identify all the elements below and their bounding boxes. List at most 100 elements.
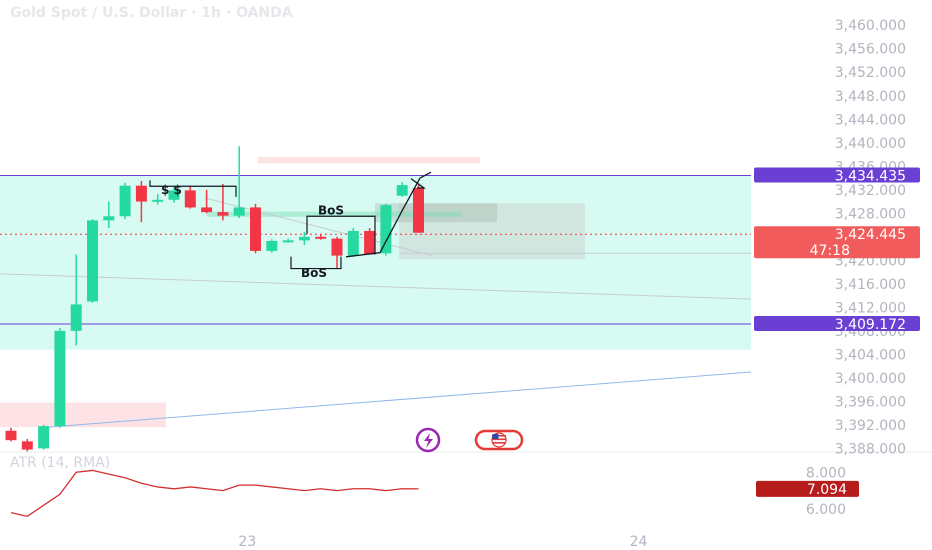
price-tick-label: 3,392.000 (835, 418, 906, 434)
imbalance-box[interactable] (207, 211, 462, 217)
price-tag: 3,434.435 (754, 167, 920, 184)
price-axis: 3,460.000 3,456.000 3,452.000 3,448.000 3,44… (835, 18, 906, 457)
candle-body (54, 330, 66, 427)
candle-body (315, 236, 327, 239)
price-tick-label: 3,396.000 (835, 394, 906, 410)
candle[interactable] (70, 254, 82, 346)
candle[interactable] (315, 234, 327, 240)
bos-marker-upper[interactable] (306, 215, 376, 255)
price-tick-label: 3,452.000 (835, 65, 906, 81)
time-tick-label: 24 (630, 534, 648, 550)
supply-zone-top[interactable] (258, 156, 480, 164)
candle-body (5, 430, 17, 441)
bos-label-lower: BoS (301, 266, 327, 280)
price-tick-label: 3,448.000 (835, 89, 906, 105)
supply-zone-bottom[interactable] (0, 402, 166, 428)
candle[interactable] (331, 236, 343, 269)
price-tick-label: 3,404.000 (835, 347, 906, 363)
candle[interactable] (413, 185, 424, 233)
candle-body (201, 207, 213, 213)
candle-body (396, 185, 408, 196)
price-tick-label: 3,400.000 (835, 371, 906, 387)
price-tick-label: 3,444.000 (835, 112, 906, 128)
candle-body (364, 230, 376, 255)
candle[interactable] (5, 427, 17, 442)
candle-body (184, 190, 196, 208)
candle[interactable] (380, 203, 392, 256)
projection-arrowhead (410, 178, 427, 189)
liquidity-label: $ $ (161, 183, 182, 197)
trendline-rising[interactable] (39, 371, 752, 429)
candle[interactable] (152, 193, 164, 205)
svg-text:47:18: 47:18 (810, 243, 850, 259)
chart-title: Gold Spot / U.S. Dollar · 1h · OANDA (10, 5, 293, 21)
svg-text:3,424.445: 3,424.445 (835, 227, 906, 243)
candle-body (250, 207, 261, 251)
candle-body (217, 212, 229, 216)
price-tick-label: 3,460.000 (835, 18, 906, 34)
candle[interactable] (184, 186, 196, 209)
candle[interactable] (217, 183, 229, 221)
candle-body (103, 216, 115, 221)
candle[interactable] (282, 238, 294, 243)
candle[interactable] (119, 182, 131, 220)
candle[interactable] (266, 239, 278, 253)
candle-body (70, 304, 82, 331)
candle[interactable] (38, 424, 50, 450)
price-tick-label: 3,440.000 (835, 136, 906, 152)
svg-text:7.094: 7.094 (807, 482, 847, 498)
candle[interactable] (21, 439, 33, 452)
bos-label-upper: BoS (318, 203, 344, 217)
candle-body (380, 205, 392, 254)
atr-value-tag: 7.094 (756, 480, 859, 498)
candle[interactable] (87, 219, 98, 303)
candle-body (87, 220, 98, 302)
candle-body (152, 199, 164, 202)
time-axis: 23 24 (238, 534, 647, 550)
price-tick-label: 3,388.000 (835, 441, 906, 457)
projection-path[interactable] (345, 171, 432, 258)
candle[interactable] (135, 180, 147, 223)
fvg-box[interactable] (375, 203, 497, 223)
candle-body (38, 426, 50, 449)
atr-label[interactable]: ATR (14, RMA) (10, 455, 110, 471)
atr-tick-label: 6.000 (806, 502, 846, 518)
price-tick-label: 3,412.000 (835, 300, 906, 316)
candle[interactable] (168, 186, 180, 203)
candle-body (233, 207, 245, 216)
candle[interactable] (364, 228, 376, 255)
trendline-flat[interactable] (0, 273, 752, 300)
price-tick-label: 3,428.000 (835, 206, 906, 222)
candle-body (21, 441, 33, 450)
flash-icon[interactable] (415, 427, 441, 453)
candle[interactable] (396, 182, 408, 197)
price-tag: 3,409.172 (754, 315, 920, 333)
candle[interactable] (250, 203, 261, 254)
candle-body (413, 188, 424, 233)
candle-body (282, 240, 294, 243)
candle[interactable] (233, 146, 245, 219)
us-flag-icon[interactable] (474, 429, 524, 451)
candle-body (266, 240, 278, 251)
candle-body (331, 238, 343, 256)
candle-body (168, 190, 180, 200)
price-tick-label: 3,456.000 (835, 42, 906, 58)
candle[interactable] (103, 201, 115, 229)
candle[interactable] (201, 189, 213, 214)
atr-line[interactable] (10, 469, 419, 518)
candle-body (347, 230, 359, 256)
bos-marker-lower[interactable] (290, 256, 342, 270)
liquidity-marker[interactable] (149, 180, 237, 197)
candle[interactable] (347, 228, 359, 257)
svg-text:3,409.172: 3,409.172 (835, 317, 906, 333)
annotations-layer: $ $ BoS BoS (149, 171, 432, 280)
price-tick-label: 3,416.000 (835, 277, 906, 293)
price-tick-label: 3,432.000 (835, 183, 906, 199)
candle[interactable] (54, 327, 66, 428)
candle-body (298, 236, 310, 241)
candle[interactable] (298, 232, 310, 246)
order-block-box[interactable] (399, 203, 585, 260)
